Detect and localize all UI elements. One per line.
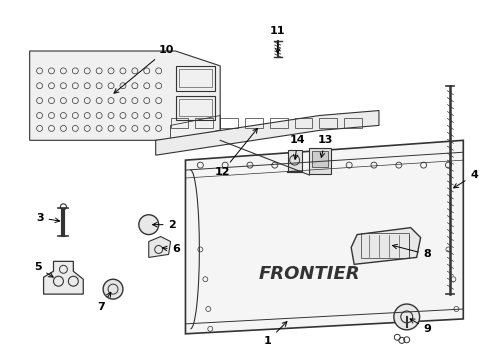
Polygon shape xyxy=(149,237,171,257)
Text: 13: 13 xyxy=(318,135,333,157)
Bar xyxy=(196,118,213,129)
Text: 10: 10 xyxy=(114,45,174,93)
Text: 3: 3 xyxy=(36,213,60,223)
Text: 11: 11 xyxy=(270,26,286,53)
Bar xyxy=(288,150,301,172)
Bar xyxy=(313,151,328,167)
Polygon shape xyxy=(30,51,220,140)
Polygon shape xyxy=(156,111,379,155)
Circle shape xyxy=(103,279,123,299)
Text: 5: 5 xyxy=(34,262,53,277)
Bar xyxy=(178,99,212,117)
Text: 9: 9 xyxy=(410,319,432,334)
Bar xyxy=(171,118,189,129)
Text: 4: 4 xyxy=(454,170,478,188)
Text: 1: 1 xyxy=(264,321,287,346)
Bar xyxy=(220,118,238,129)
Text: 7: 7 xyxy=(97,292,111,312)
Circle shape xyxy=(139,215,159,235)
Text: 14: 14 xyxy=(290,135,305,159)
Text: 8: 8 xyxy=(392,244,431,260)
Polygon shape xyxy=(185,140,464,334)
Bar xyxy=(178,69,212,87)
Bar xyxy=(310,148,331,174)
Bar xyxy=(245,118,263,129)
Bar xyxy=(175,66,215,91)
Bar xyxy=(270,118,288,129)
Text: FRONTIER: FRONTIER xyxy=(259,265,360,283)
Bar xyxy=(361,233,409,258)
Bar xyxy=(344,118,362,129)
Circle shape xyxy=(394,304,419,330)
Text: 2: 2 xyxy=(152,220,176,230)
Polygon shape xyxy=(44,261,83,294)
Bar xyxy=(319,118,337,129)
Bar xyxy=(294,118,313,129)
Bar xyxy=(175,96,215,121)
Text: 6: 6 xyxy=(163,244,180,255)
Polygon shape xyxy=(351,228,420,264)
Text: 12: 12 xyxy=(215,129,257,177)
